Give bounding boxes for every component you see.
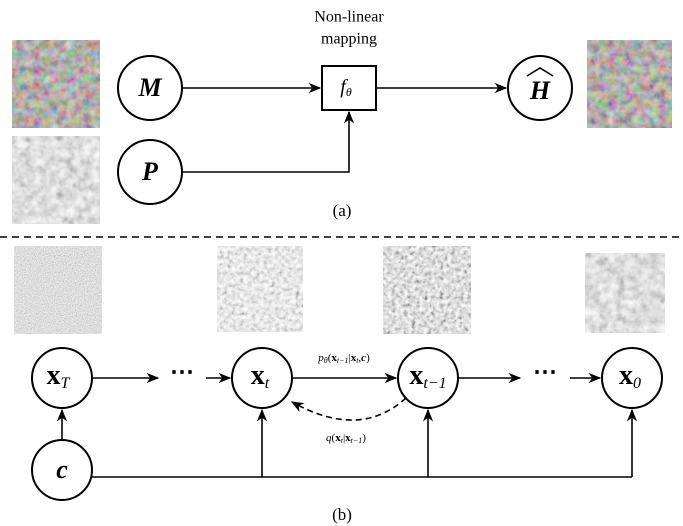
subscript: T <box>61 375 71 392</box>
node-label: H <box>529 76 551 105</box>
edge-label: q(xt|xt−1) <box>326 432 366 445</box>
caption: (a) <box>333 201 352 220</box>
label: x <box>47 360 61 391</box>
label: x <box>409 360 423 391</box>
image-pan <box>12 136 100 224</box>
part: ) <box>362 432 366 444</box>
edge-dashed <box>292 398 406 420</box>
image-noise <box>14 246 102 334</box>
part: t−1 <box>337 356 349 365</box>
subscript: θ <box>346 85 352 99</box>
image-noise <box>217 246 303 332</box>
image-result <box>585 253 665 333</box>
edge-label: pθ(xt−1|xt,c) <box>317 352 370 365</box>
annotation: mapping <box>321 31 377 48</box>
part: ) <box>366 352 370 364</box>
image-ms <box>12 40 100 128</box>
label: x <box>251 360 265 391</box>
node-label: M <box>137 73 162 102</box>
ellipsis: ⋯ <box>170 360 194 386</box>
label: x <box>619 360 633 391</box>
part: t−1 <box>351 436 363 445</box>
edge <box>182 112 349 172</box>
node-label: c <box>56 455 68 484</box>
node-label: P <box>141 157 159 186</box>
image-noise <box>383 246 471 334</box>
subscript: t−1 <box>423 375 446 392</box>
image-hrms <box>587 40 672 128</box>
annotation: Non-linear <box>314 9 384 26</box>
subscript: t <box>265 375 270 392</box>
caption: (b) <box>332 505 352 524</box>
ellipsis: ⋯ <box>533 360 557 386</box>
diagram: Non-linear mapping M P fθ H (a) xT ⋯ xt … <box>0 0 683 526</box>
subscript: 0 <box>633 375 641 392</box>
